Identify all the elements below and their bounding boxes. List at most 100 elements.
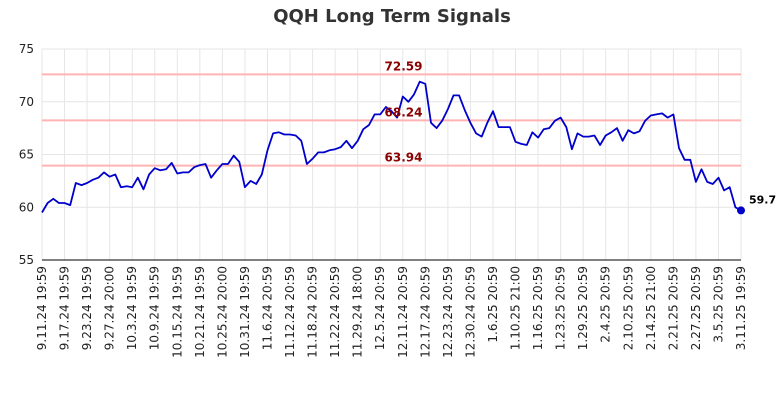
data-point <box>64 202 65 203</box>
data-point <box>120 187 121 188</box>
data-point <box>442 120 443 121</box>
data-point <box>408 101 409 102</box>
x-tick-label: 9.23.24 19:59 <box>80 266 94 350</box>
data-point <box>645 120 646 121</box>
x-tick-label: 3.5.25 20:59 <box>711 266 725 343</box>
y-tick-label: 75 <box>19 42 34 56</box>
x-tick-label: 9.11.24 19:59 <box>35 266 49 350</box>
data-point <box>137 177 138 178</box>
x-tick-label: 2.14.25 21:00 <box>644 266 658 350</box>
data-point <box>289 134 290 135</box>
data-point <box>75 182 76 183</box>
chart-title: QQH Long Term Signals <box>273 6 511 27</box>
x-tick-label: 10.25.24 20:00 <box>215 266 229 358</box>
x-tick-label: 12.17.24 20:59 <box>418 266 432 358</box>
data-point <box>402 96 403 97</box>
data-point <box>357 140 358 141</box>
x-tick-label: 11.22.24 20:59 <box>328 266 342 358</box>
data-point <box>571 149 572 150</box>
data-point <box>261 174 262 175</box>
data-point <box>194 167 195 168</box>
x-tick-label: 1.23.25 20:59 <box>554 266 568 350</box>
x-tick-label: 10.15.24 19:59 <box>170 266 184 358</box>
x-tick-label: 10.21.24 19:59 <box>193 266 207 358</box>
data-point <box>233 155 234 156</box>
x-tick-label: 12.5.24 20:59 <box>373 266 387 350</box>
data-point <box>487 122 488 123</box>
data-point <box>81 184 82 185</box>
data-point <box>723 190 724 191</box>
data-point <box>656 114 657 115</box>
data-point <box>537 137 538 138</box>
data-point <box>436 128 437 129</box>
y-tick-label: 55 <box>19 253 34 267</box>
grid-lines <box>41 48 742 261</box>
data-point <box>509 126 510 127</box>
data-point <box>239 161 240 162</box>
data-point <box>616 128 617 129</box>
data-point <box>633 133 634 134</box>
x-tick-label: 1.10.25 21:00 <box>509 266 523 350</box>
data-point <box>368 124 369 125</box>
data-point <box>205 163 206 164</box>
data-point <box>413 94 414 95</box>
data-point <box>171 162 172 163</box>
data-point <box>267 150 268 151</box>
x-tick-label: 2.27.25 20:59 <box>689 266 703 350</box>
data-point <box>126 186 127 187</box>
data-point <box>470 122 471 123</box>
data-point <box>109 176 110 177</box>
axes: 55 60 65 70 75 9.11.24 19:59 9.17.24 19:59 9.23… <box>19 42 748 358</box>
x-tick-label: 2.21.25 20:59 <box>666 266 680 350</box>
data-point <box>707 181 708 182</box>
data-point <box>58 202 59 203</box>
data-point <box>712 183 713 184</box>
data-point <box>103 172 104 173</box>
data-point <box>464 110 465 111</box>
data-point <box>594 135 595 136</box>
data-point <box>177 173 178 174</box>
data-point <box>554 120 555 121</box>
data-point <box>323 152 324 153</box>
data-point <box>588 136 589 137</box>
reference-line-label: 68.24 <box>385 105 423 119</box>
data-point <box>318 152 319 153</box>
data-point <box>98 177 99 178</box>
labels: 72.59 68.24 63.94 59.7 <box>385 59 777 206</box>
y-tick-label: 65 <box>19 148 34 162</box>
data-point <box>425 83 426 84</box>
data-point <box>351 148 352 149</box>
data-point <box>701 169 702 170</box>
data-point <box>188 172 189 173</box>
data-point <box>182 172 183 173</box>
data-point <box>149 174 150 175</box>
data-point <box>115 174 116 175</box>
x-tick-label: 11.6.24 20:59 <box>260 266 274 350</box>
reference-lines <box>42 73 741 167</box>
data-point <box>453 95 454 96</box>
data-point <box>41 212 42 213</box>
data-point <box>143 189 144 190</box>
reference-line-label: 63.94 <box>385 151 423 165</box>
data-point <box>222 163 223 164</box>
data-point <box>498 126 499 127</box>
data-point <box>611 132 612 133</box>
data-point <box>481 136 482 137</box>
data-point <box>244 187 245 188</box>
data-point <box>515 141 516 142</box>
data-point <box>667 117 668 118</box>
x-tick-label: 9.17.24 19:59 <box>58 266 72 350</box>
reference-line-label: 72.59 <box>385 59 423 73</box>
data-point <box>628 130 629 131</box>
x-tick-label: 9.27.24 20:00 <box>103 266 117 350</box>
data-point <box>374 114 375 115</box>
data-point <box>250 180 251 181</box>
data-point <box>70 205 71 206</box>
x-tick-label: 3.11.25 19:59 <box>734 266 748 350</box>
x-tick-label: 10.3.24 19:59 <box>125 266 139 350</box>
x-tick-label: 12.11.24 20:59 <box>396 266 410 358</box>
data-point <box>504 126 505 127</box>
data-point <box>718 177 719 178</box>
data-point <box>199 164 200 165</box>
